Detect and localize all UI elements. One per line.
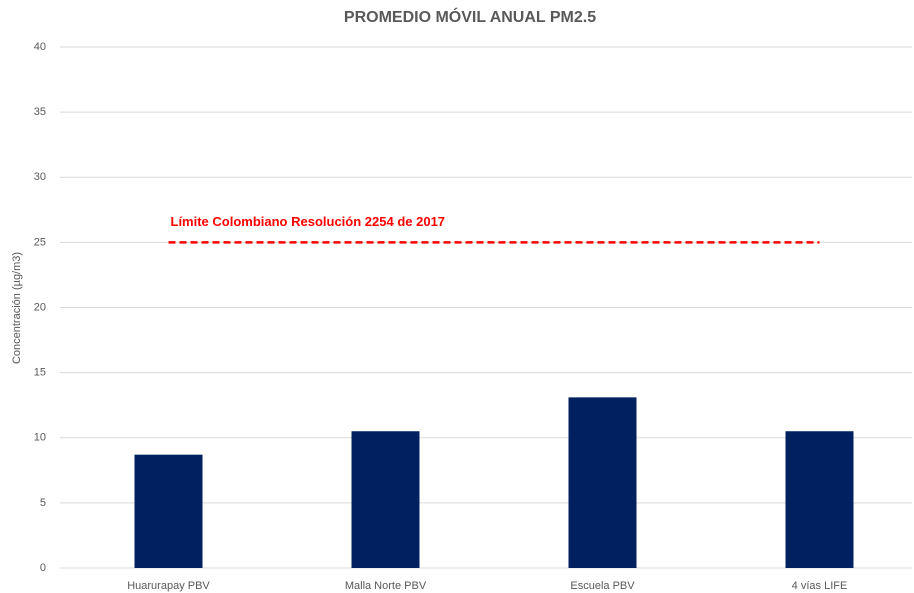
y-tick-label: 25 [34, 236, 46, 248]
x-tick-label: Huarurapay PBV [127, 580, 210, 592]
y-tick-label: 5 [40, 497, 46, 509]
x-tick-label: 4 vías LIFE [792, 580, 848, 592]
bar [134, 454, 203, 568]
x-tick-label: Escuela PBV [570, 580, 635, 592]
y-tick-label: 35 [34, 106, 46, 118]
y-axis-label: Concentración (µg/m3) [11, 252, 23, 364]
x-tick-label: Malla Norte PBV [345, 580, 427, 592]
y-tick-label: 0 [40, 562, 46, 574]
y-tick-label: 15 [34, 367, 46, 379]
bar [785, 431, 854, 568]
bar [351, 431, 420, 568]
chart-title: PROMEDIO MÓVIL ANUAL PM2.5 [344, 7, 596, 26]
y-tick-label: 30 [34, 171, 46, 183]
bar [568, 397, 637, 568]
y-tick-label: 10 [34, 432, 46, 444]
y-tick-label: 20 [34, 301, 46, 313]
reference-label: Límite Colombiano Resolución 2254 de 201… [171, 214, 446, 229]
y-tick-label: 40 [34, 41, 46, 53]
